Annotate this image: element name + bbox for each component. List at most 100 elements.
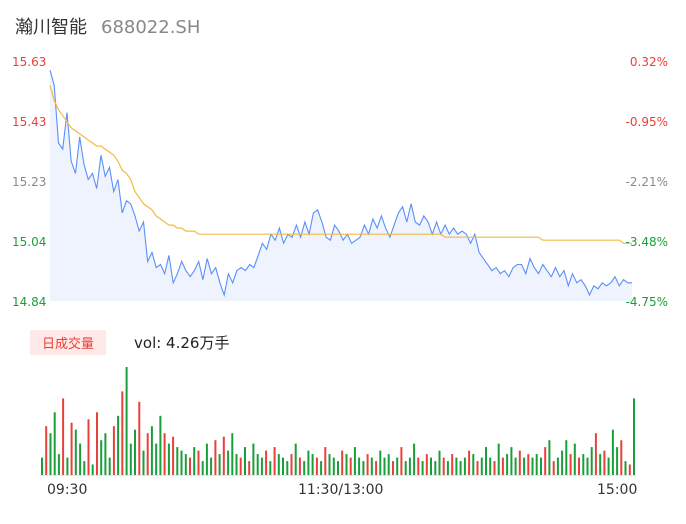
volume-bar	[425, 454, 428, 475]
volume-bar	[523, 457, 526, 475]
volume-bar	[315, 457, 318, 475]
volume-bar	[231, 433, 234, 475]
pct-tick-label: -3.48%	[625, 235, 668, 249]
price-tick-label: 15.23	[12, 175, 47, 189]
volume-bar	[269, 461, 272, 475]
volume-bar	[189, 457, 191, 475]
volume-bar	[265, 450, 268, 475]
price-line	[49, 69, 632, 297]
volume-bar	[286, 461, 289, 475]
time-label-close: 15:00	[597, 482, 638, 498]
volume-bar	[463, 457, 466, 475]
volume-bar	[180, 450, 183, 475]
volume-bar	[142, 450, 145, 475]
volume-bar	[184, 454, 187, 475]
volume-bar	[125, 367, 128, 475]
volume-bar	[155, 443, 158, 475]
volume-bar	[590, 447, 593, 475]
time-label-open: 09:30	[47, 482, 88, 498]
volume-bar	[472, 454, 475, 475]
volume-bar	[362, 461, 365, 475]
volume-bar	[282, 457, 284, 475]
volume-bar	[446, 461, 449, 475]
volume-bar	[41, 457, 43, 475]
volume-bar	[624, 461, 627, 475]
volume-bar	[324, 447, 327, 475]
volume-bar	[417, 457, 420, 475]
volume-bar	[205, 443, 208, 475]
volume-period-tab[interactable]: 日成交量	[30, 330, 107, 355]
volume-bar	[62, 398, 65, 475]
volume-header: 日成交量 vol: 4.26万手	[30, 330, 229, 355]
price-tick-label: 15.04	[12, 235, 47, 249]
volume-bar	[222, 436, 225, 475]
stock-header: 瀚川智能 688022.SH	[15, 13, 200, 39]
volume-bar	[341, 450, 344, 475]
volume-bar	[260, 457, 263, 475]
pct-tick-label: -0.95%	[625, 115, 668, 129]
volume-bar	[227, 450, 230, 475]
volume-panel	[40, 367, 636, 476]
volume-readout: vol: 4.26万手	[134, 334, 230, 352]
volume-bar	[548, 440, 551, 475]
pct-tick-label: -4.75%	[625, 295, 668, 309]
volume-bar	[493, 461, 496, 475]
volume-bar	[518, 450, 521, 475]
volume-bar	[633, 398, 635, 475]
volume-bar	[459, 461, 462, 475]
volume-bar	[442, 457, 445, 475]
volume-bar	[628, 464, 631, 475]
price-panel	[49, 69, 632, 301]
volume-bar	[252, 443, 255, 475]
volume-bar	[408, 457, 411, 475]
volume-bar	[163, 433, 166, 475]
price-tick-label: 15.63	[12, 55, 47, 69]
volume-bar	[392, 461, 394, 475]
pct-tick-label: 0.32%	[629, 55, 668, 69]
volume-bar	[57, 454, 60, 475]
volume-bar	[544, 447, 547, 475]
volume-bar	[387, 454, 390, 475]
volume-bar	[117, 415, 120, 475]
volume-bar	[273, 447, 276, 475]
volume-bar	[167, 443, 170, 475]
volume-bar	[277, 454, 280, 475]
volume-bar	[379, 450, 382, 475]
volume-bar	[565, 440, 568, 475]
volume-bar	[594, 433, 597, 475]
volume-bar	[404, 461, 407, 475]
volume-bar	[540, 457, 542, 475]
volume-bar	[53, 412, 56, 475]
time-label-midday: 11:30/13:00	[298, 482, 384, 498]
volume-bar	[100, 440, 103, 475]
volume-bar	[451, 454, 454, 475]
volume-bar	[244, 447, 246, 475]
volume-bar	[578, 457, 580, 475]
volume-bar	[556, 457, 559, 475]
volume-bar	[79, 443, 82, 475]
volume-bar	[294, 443, 297, 475]
volume-bar	[607, 457, 610, 475]
volume-bar	[235, 454, 238, 475]
volume-bar	[603, 450, 606, 475]
volume-bar	[535, 454, 538, 475]
volume-bar	[201, 461, 204, 475]
volume-bar	[586, 457, 589, 475]
volume-bar	[430, 457, 432, 475]
volume-bar	[353, 447, 356, 475]
volume-bar	[129, 443, 132, 475]
volume-bar	[290, 454, 293, 475]
volume-bar	[552, 461, 555, 475]
volume-bar	[138, 401, 141, 475]
volume-bar	[320, 461, 323, 475]
volume-bar	[400, 447, 403, 475]
volume-bar	[358, 457, 361, 475]
volume-bar	[573, 443, 576, 475]
volume-bar	[345, 454, 348, 475]
volume-bar	[121, 391, 124, 475]
volume-bar	[108, 457, 111, 475]
volume-bar	[383, 457, 386, 475]
price-tick-label: 15.43	[12, 115, 47, 129]
price-tick-label: 14.84	[12, 295, 47, 309]
